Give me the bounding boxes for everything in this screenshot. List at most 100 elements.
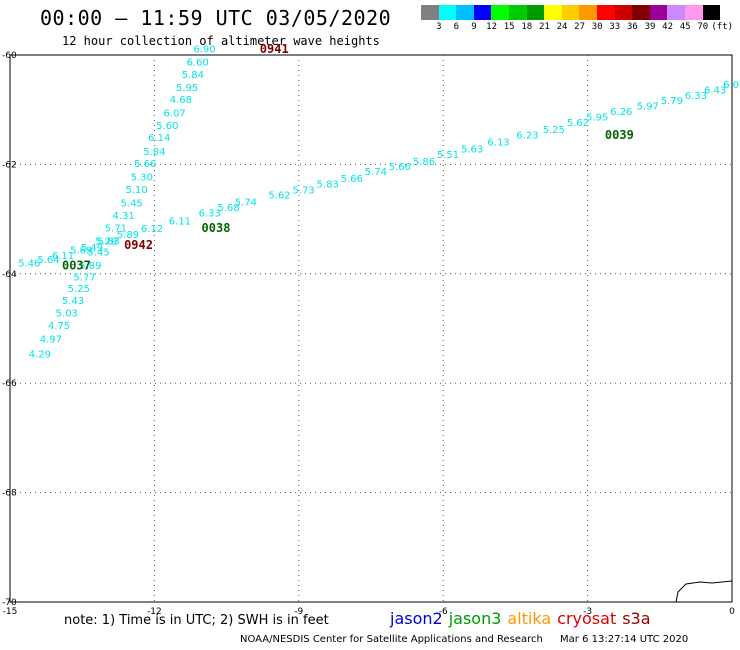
wave-height-value: 6.33 [199, 208, 221, 219]
pass-time-label: 0038 [202, 221, 231, 235]
legend-label: 42 [662, 22, 674, 32]
wave-height-value: 5.63 [461, 144, 483, 155]
wave-height-value: 5.74 [235, 197, 257, 208]
x-tick-label: 0 [729, 607, 735, 617]
legend-swatch [491, 5, 509, 20]
wave-height-value: 6.33 [685, 91, 707, 102]
wave-height-value: 6.07 [723, 80, 740, 91]
legend-swatch [684, 5, 703, 20]
legend-swatch [456, 5, 474, 20]
map-frame [9, 54, 733, 603]
wave-height-value: 6.14 [148, 133, 170, 144]
wave-height-value: 5.25 [68, 284, 90, 295]
wave-height-value: 5.73 [292, 185, 314, 196]
axis-labels: -15 -12 -9 -6 -3 0 -60 -62 -64 -66 -68 -70 [2, 51, 735, 617]
y-tick-label: -68 [2, 489, 17, 499]
wave-height-value: 5.69 [70, 246, 92, 257]
wave-height-value: 6.12 [141, 224, 163, 235]
satellite-jason3: jason3 [448, 609, 502, 628]
wave-height-value: 5.43 [62, 296, 84, 307]
wave-height-value: 6.11 [52, 251, 74, 262]
legend-swatch [438, 5, 457, 20]
wave-height-value: 5.45 [87, 248, 109, 259]
legend-swatch [544, 5, 562, 20]
wave-height-value: 4.97 [40, 335, 62, 346]
pass-time-label: 0942 [124, 238, 153, 252]
wave-height-value: 5.79 [661, 96, 683, 107]
legend-swatch [649, 5, 668, 20]
wave-height-value: 6.11 [169, 217, 191, 228]
page-title: 00:00 – 11:59 UTC 03/05/2020 [40, 6, 392, 30]
y-tick-label: -60 [2, 51, 17, 61]
wave-height-value: 5.77 [73, 272, 95, 283]
wave-height-value: 5.95 [586, 113, 608, 124]
wave-height-value: 4.75 [48, 321, 70, 332]
wave-height-value: 6.60 [187, 57, 209, 68]
wave-height-value: 5.74 [365, 167, 387, 178]
wave-height-value: 5.30 [131, 172, 153, 183]
satellite-s3a: s3a [622, 609, 651, 628]
satellite-jason2: jason2 [390, 609, 443, 628]
satellite-cryosat: cryosat [557, 609, 617, 628]
wave-height-value: 5.03 [56, 308, 78, 319]
wave-height-value: 5.83 [317, 179, 339, 190]
wave-height-value: 5.25 [543, 125, 565, 136]
legend-swatch [526, 5, 545, 20]
legend-swatch [508, 5, 527, 20]
wave-height-value: 6.13 [487, 137, 509, 148]
wave-height-value: 6.26 [610, 107, 632, 118]
legend-label: 70 [697, 22, 709, 32]
wave-height-value: 5.84 [182, 70, 204, 81]
x-tick-label: -9 [294, 607, 303, 617]
pass-time-label: 0941 [260, 42, 289, 56]
wave-height-value: 5.10 [125, 185, 147, 196]
color-legend [421, 5, 721, 21]
wave-height-value: 5.95 [176, 83, 198, 94]
wave-height-value: 5.29 [95, 236, 117, 247]
y-tick-label: -62 [2, 160, 17, 170]
legend-label: 6 [453, 22, 460, 32]
wave-height-value: 5.45 [121, 199, 143, 210]
wave-height-value: 5.84 [143, 147, 165, 158]
legend-swatch [579, 5, 597, 20]
wave-height-value: 6.23 [516, 131, 538, 142]
wave-height-value: 5.60 [156, 121, 178, 132]
wave-height-value: 5.89 [117, 230, 139, 241]
legend-label: 18 [521, 22, 533, 32]
units-note: note: 1) Time is in UTC; 2) SWH is in fe… [64, 613, 329, 628]
legend-swatch [561, 5, 580, 20]
legend-label: 30 [591, 22, 603, 32]
legend-label: 39 [644, 22, 656, 32]
legend-swatch [614, 5, 633, 20]
legend-label: 33 [609, 22, 621, 32]
x-tick-label: -15 [3, 607, 18, 617]
wave-height-value: 5.97 [637, 102, 659, 113]
wave-height-value: 5.66 [134, 159, 156, 170]
wave-height-value: 5.89 [79, 261, 101, 272]
wave-height-value: 6.43 [704, 85, 726, 96]
wave-height-value: 4.29 [29, 349, 51, 360]
legend-label: 12 [486, 22, 498, 32]
legend-label: 36 [626, 22, 638, 32]
y-tick-label: -70 [2, 598, 17, 608]
x-tick-label: -12 [147, 607, 162, 617]
legend-label: 3 [436, 22, 442, 32]
wave-height-value: 5.71 [105, 224, 127, 235]
y-tick-label: -66 [2, 379, 17, 389]
x-tick-label: -6 [439, 607, 448, 617]
wave-height-value: 5.51 [437, 150, 459, 161]
legend-label: 15 [503, 22, 515, 32]
credit-text: NOAA/NESDIS Center for Satellite Applica… [240, 634, 543, 645]
wave-height-value: 5.62 [567, 118, 589, 129]
legend-label: 9 [471, 22, 477, 32]
grid-lines [10, 55, 732, 602]
legend-swatch [702, 5, 721, 20]
wave-height-value: 4.31 [112, 211, 134, 222]
pass-time-label: 0037 [62, 258, 91, 272]
wave-height-value: 5.86 [413, 157, 435, 168]
legend-swatch [596, 5, 615, 20]
coastline [675, 580, 733, 603]
wave-height-value: 5.49 [81, 243, 103, 254]
altimeter-tracks: 4.294.974.755.035.435.255.775.895.455.83… [18, 42, 740, 361]
